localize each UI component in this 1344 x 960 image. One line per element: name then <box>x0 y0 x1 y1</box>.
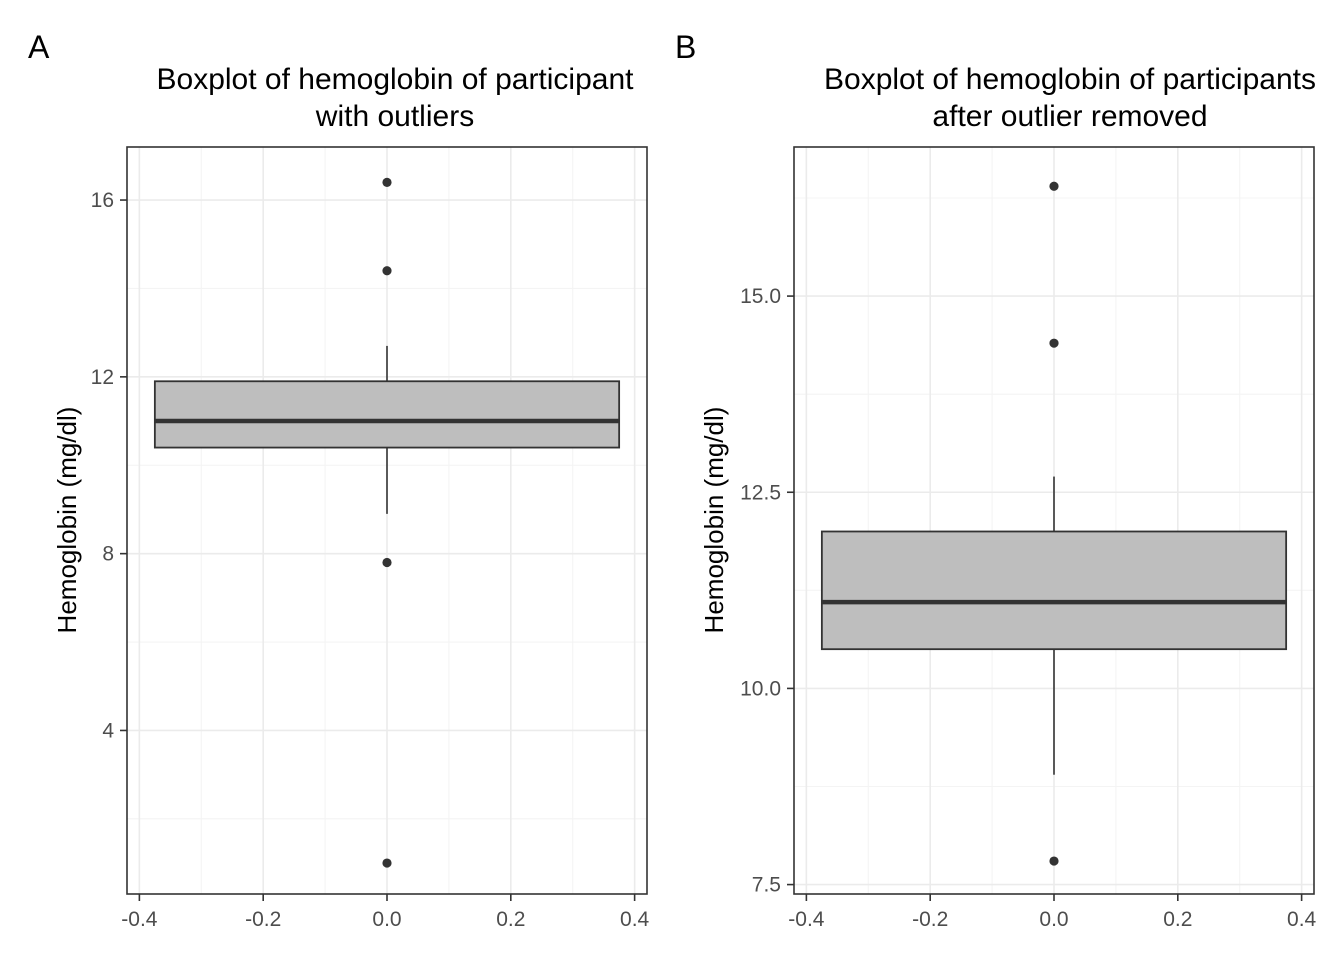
boxplot <box>153 177 621 868</box>
panel-b: B Boxplot of hemoglobin of participants af… <box>675 29 1317 931</box>
x-tick-label: -0.4 <box>788 908 825 931</box>
outlier-point <box>1049 338 1059 348</box>
gridlines <box>127 147 647 894</box>
chart-title-line: Boxplot of hemoglobin of participants <box>824 63 1316 96</box>
y-tick-label: 15.0 <box>740 285 781 308</box>
x-tick-label: 0.2 <box>1163 908 1192 931</box>
boxplot <box>820 181 1288 866</box>
y-tick-label: 16 <box>91 189 114 212</box>
x-tick-label: 0.0 <box>1039 908 1068 931</box>
iqr-box <box>820 530 1288 651</box>
y-tick-label: 12.5 <box>740 481 781 504</box>
y-axis-label: Hemoglobin (mg/dl) <box>699 407 729 634</box>
outlier-point <box>382 266 392 276</box>
outlier-point <box>382 177 392 187</box>
panel-tag: B <box>675 29 696 65</box>
outlier-point <box>382 858 392 868</box>
x-tick-label: -0.2 <box>912 908 948 931</box>
y-axis-label: Hemoglobin (mg/dl) <box>52 407 82 634</box>
chart-title-line: Boxplot of hemoglobin of participant <box>157 63 635 96</box>
y-tick-label: 4 <box>102 719 114 742</box>
chart-title-line: after outlier removed <box>932 100 1207 133</box>
iqr-box <box>153 380 621 449</box>
outlier-point <box>382 557 392 568</box>
panel-a: A Boxplot of hemoglobin of participant wit… <box>28 29 650 931</box>
y-tick-label: 7.5 <box>752 874 781 897</box>
x-tick-label: 0.2 <box>496 908 525 931</box>
panel-tag: A <box>28 29 50 65</box>
x-tick-label: -0.4 <box>121 908 158 931</box>
chart-title-line: with outliers <box>315 100 474 133</box>
y-tick-label: 8 <box>102 543 114 566</box>
y-tick-label: 10.0 <box>740 677 781 700</box>
x-tick-label: 0.4 <box>620 908 650 931</box>
x-tick-label: 0.4 <box>1287 908 1317 931</box>
outlier-point <box>1049 181 1059 191</box>
y-tick-label: 12 <box>91 366 114 389</box>
x-tick-label: -0.2 <box>245 908 281 931</box>
outlier-point <box>1049 856 1059 866</box>
x-tick-label: 0.0 <box>372 908 401 931</box>
